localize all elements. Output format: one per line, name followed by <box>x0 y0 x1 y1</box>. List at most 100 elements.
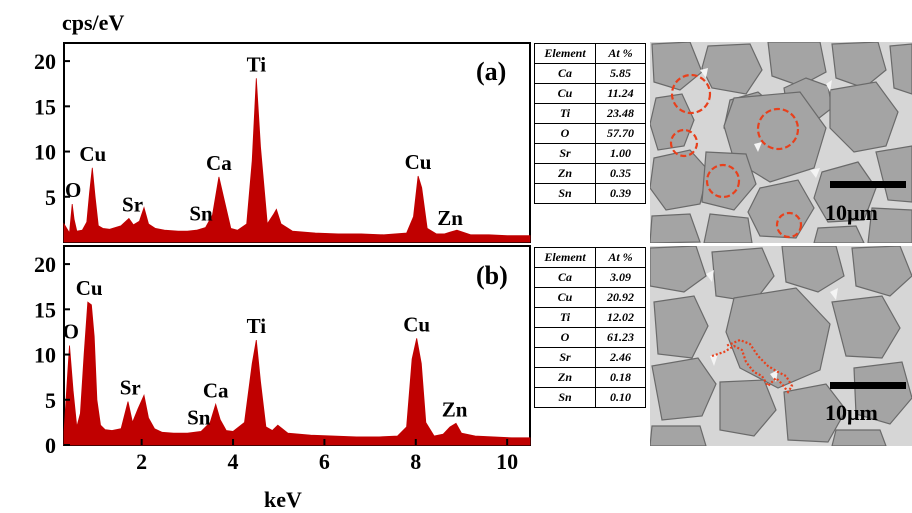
element-cell: Sr <box>534 143 596 164</box>
table-row: O 57.70 <box>534 123 646 144</box>
marker-circle <box>705 163 741 199</box>
composition-table-a: Element At % Ca 5.85 Cu 11.24 Ti 23.48 O 57.… <box>534 43 646 204</box>
table-row: Ti 12.02 <box>534 307 646 328</box>
x-axis-label: keV <box>264 487 302 512</box>
y-tick-label: 5 <box>45 388 56 413</box>
table-row: Sn 0.10 <box>534 387 646 408</box>
value-cell: 57.70 <box>595 123 646 144</box>
y-tick-label: 10 <box>34 343 56 368</box>
spectrum-marks-a <box>63 78 531 243</box>
peak-label-ti: Ti <box>247 52 267 76</box>
element-cell: O <box>534 327 596 348</box>
plot-frame-a <box>63 42 531 243</box>
peak-label-zn: Zn <box>442 397 468 421</box>
y-tick-label: 10 <box>34 140 56 165</box>
table-row: Ti 23.48 <box>534 103 646 124</box>
value-cell: 11.24 <box>595 83 646 104</box>
y-tick-label: 20 <box>34 49 56 74</box>
table-header-row: Element At % <box>534 43 646 64</box>
value-cell: 61.23 <box>595 327 646 348</box>
header-element: Element <box>534 43 596 64</box>
table-row: Cu 20.92 <box>534 287 646 308</box>
peak-label-cu: Cu <box>79 142 106 166</box>
peak-label-ca: Ca <box>206 151 232 175</box>
peak-label-ti: Ti <box>247 314 267 338</box>
marker-circle <box>775 211 803 239</box>
header-at-percent: At % <box>595 247 646 268</box>
value-cell: 0.35 <box>595 163 646 184</box>
peak-label-zn: Zn <box>437 206 463 230</box>
y-tick-label: 5 <box>45 185 56 210</box>
element-cell: Ti <box>534 103 596 124</box>
peak-label-sn: Sn <box>187 405 211 429</box>
peak-label-o: O <box>65 178 81 202</box>
element-cell: Ca <box>534 63 596 84</box>
table-row: Sr 1.00 <box>534 143 646 164</box>
scale-bar <box>830 181 906 188</box>
scale-bar <box>830 382 906 389</box>
table-row: O 61.23 <box>534 327 646 348</box>
element-cell: Sn <box>534 183 596 204</box>
table-row: Zn 0.35 <box>534 163 646 184</box>
peak-label-cu: Cu <box>405 150 432 174</box>
element-cell: Cu <box>534 287 596 308</box>
table-row: Zn 0.18 <box>534 367 646 388</box>
marker-circle <box>670 73 712 115</box>
eds-spectra-figure: cps/eV (a) (b) keV 5 10 15 20 O Cu Sr Sn Ca Ti Cu Z… <box>34 10 531 512</box>
peak-label-o: O <box>63 320 79 344</box>
table-row: Cu 11.24 <box>534 83 646 104</box>
element-cell: Cu <box>534 83 596 104</box>
value-cell: 5.85 <box>595 63 646 84</box>
spectrum-area <box>63 301 531 446</box>
value-cell: 3.09 <box>595 267 646 288</box>
panel-label-b: (b) <box>476 261 508 290</box>
peak-label-sr: Sr <box>122 192 143 216</box>
y-tick-label: 20 <box>34 252 56 277</box>
x-tick-label: 10 <box>496 449 518 474</box>
table-row: Sn 0.39 <box>534 183 646 204</box>
element-cell: Ca <box>534 267 596 288</box>
x-tick-label: 4 <box>228 449 239 474</box>
scale-bar-label: 10μm <box>825 200 878 225</box>
y-tick-label: 15 <box>34 94 56 119</box>
spectrum-area <box>63 78 531 243</box>
value-cell: 20.92 <box>595 287 646 308</box>
table-row: Ca 5.85 <box>534 63 646 84</box>
header-element: Element <box>534 247 596 268</box>
grain-boundary-marker <box>711 338 794 394</box>
value-cell: 0.10 <box>595 387 646 408</box>
composition-table-b: Element At % Ca 3.09 Cu 20.92 Ti 12.02 O 61.… <box>534 247 646 408</box>
marker-circle <box>756 107 800 151</box>
y-tick-label: 0 <box>45 433 56 458</box>
value-cell: 0.39 <box>595 183 646 204</box>
marker-circle <box>669 128 699 158</box>
value-cell: 1.00 <box>595 143 646 164</box>
peak-label-ca: Ca <box>203 378 229 402</box>
table-row: Ca 3.09 <box>534 267 646 288</box>
y-tick-label: 15 <box>34 297 56 322</box>
sem-micrograph-a: 10μm <box>650 42 912 243</box>
x-tick-label: 6 <box>319 449 330 474</box>
element-cell: Zn <box>534 367 596 388</box>
spectrum-marks-b <box>63 301 531 446</box>
peak-label-cu: Cu <box>76 276 103 300</box>
element-cell: Sn <box>534 387 596 408</box>
spectrum-panel-b: (b) <box>63 245 531 446</box>
table-row: Sr 2.46 <box>534 347 646 368</box>
element-cell: Ti <box>534 307 596 328</box>
peak-label-sn: Sn <box>189 202 213 226</box>
peak-label-cu: Cu <box>403 312 430 336</box>
x-tick-label: 8 <box>410 449 421 474</box>
peak-label-sr: Sr <box>120 376 141 400</box>
panel-label-a: (a) <box>476 57 506 86</box>
value-cell: 2.46 <box>595 347 646 368</box>
element-cell: O <box>534 123 596 144</box>
element-cell: Zn <box>534 163 596 184</box>
y-axis-label: cps/eV <box>62 10 124 35</box>
element-cell: Sr <box>534 347 596 368</box>
sem-micrograph-b: 10μm <box>650 246 912 446</box>
spectrum-panel-a: (a) <box>63 42 531 243</box>
header-at-percent: At % <box>595 43 646 64</box>
value-cell: 23.48 <box>595 103 646 124</box>
